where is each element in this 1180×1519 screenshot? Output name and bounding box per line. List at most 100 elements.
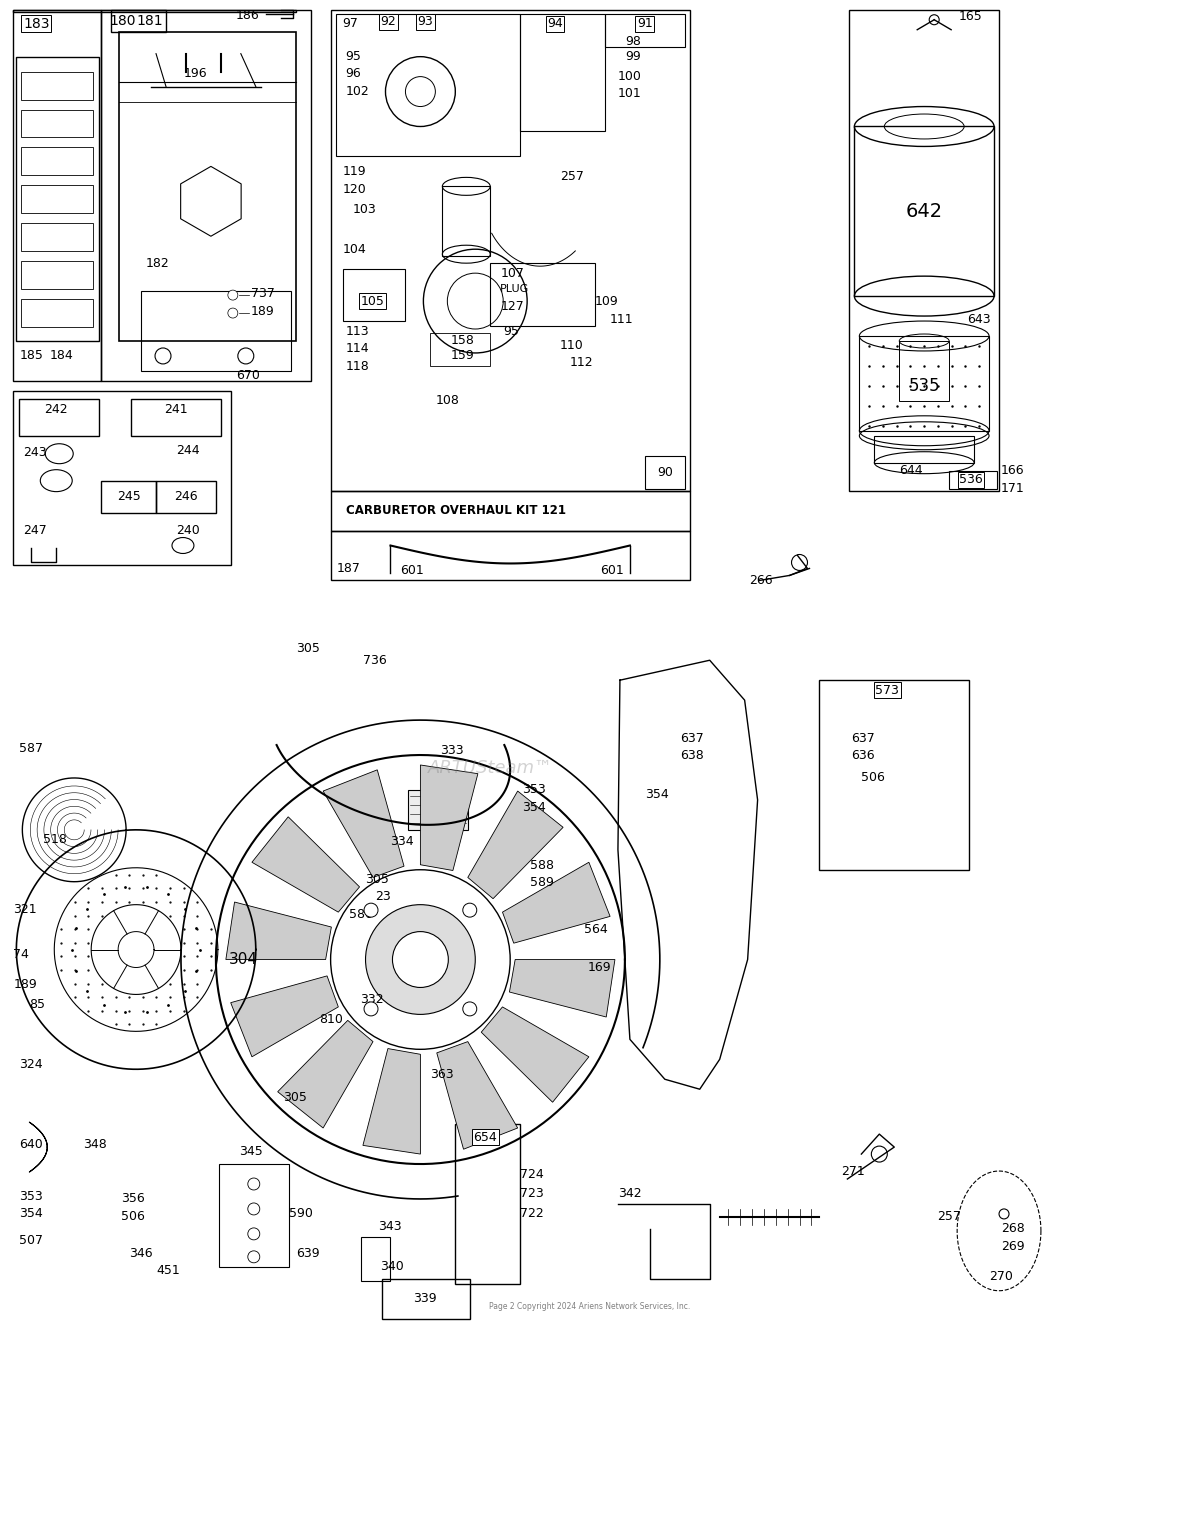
Text: 724: 724	[520, 1168, 544, 1180]
Text: 247: 247	[24, 524, 47, 538]
Text: 114: 114	[346, 342, 369, 355]
Text: 636: 636	[852, 749, 876, 761]
Text: 185: 185	[19, 349, 44, 363]
Bar	[819, 681, 969, 870]
Text: 243: 243	[24, 447, 47, 459]
Bar	[111, 9, 166, 32]
Text: 601: 601	[400, 564, 424, 577]
Bar	[850, 9, 999, 491]
Text: 573: 573	[876, 684, 899, 697]
Text: 240: 240	[176, 524, 199, 538]
Bar	[361, 1236, 391, 1281]
Text: 111: 111	[610, 313, 634, 325]
Text: 564: 564	[584, 924, 608, 936]
Text: 113: 113	[346, 325, 369, 337]
Text: 642: 642	[905, 202, 943, 220]
Circle shape	[228, 290, 238, 301]
Text: 324: 324	[19, 1057, 42, 1071]
Text: 637: 637	[852, 732, 876, 744]
Text: 118: 118	[346, 360, 369, 374]
Text: 348: 348	[84, 1138, 107, 1150]
Bar	[21, 261, 93, 289]
Text: 100: 100	[618, 70, 642, 84]
Text: 340: 340	[380, 1261, 405, 1273]
Text: 187: 187	[336, 562, 360, 576]
Text: 98: 98	[625, 35, 641, 49]
Text: 343: 343	[379, 1220, 402, 1233]
Text: 354: 354	[645, 788, 669, 802]
Polygon shape	[503, 863, 610, 943]
Polygon shape	[225, 902, 332, 960]
Text: 158: 158	[451, 334, 474, 348]
Bar	[19, 399, 99, 436]
Bar	[431, 333, 490, 366]
Text: 601: 601	[599, 564, 624, 577]
Text: 271: 271	[841, 1165, 865, 1177]
Text: 93: 93	[418, 15, 433, 29]
Bar	[335, 14, 520, 156]
Text: 639: 639	[296, 1247, 320, 1261]
Text: 304: 304	[228, 952, 257, 968]
Text: 97: 97	[342, 17, 359, 30]
Bar	[21, 185, 93, 213]
Text: 518: 518	[44, 834, 67, 846]
Text: 85: 85	[30, 998, 45, 1012]
Polygon shape	[467, 791, 563, 899]
Text: 736: 736	[362, 653, 386, 667]
Polygon shape	[323, 770, 404, 878]
Text: 810: 810	[319, 1013, 342, 1025]
Text: 107: 107	[500, 267, 524, 279]
Circle shape	[393, 931, 448, 987]
Text: 638: 638	[680, 749, 703, 761]
Text: 120: 120	[342, 182, 366, 196]
Text: 586: 586	[348, 908, 373, 921]
Text: 451: 451	[156, 1264, 179, 1277]
Bar	[17, 56, 99, 340]
Text: 109: 109	[595, 295, 618, 307]
Bar	[330, 530, 690, 580]
Text: 166: 166	[1001, 465, 1024, 477]
Bar	[131, 399, 221, 436]
Text: 644: 644	[899, 465, 923, 477]
Text: 244: 244	[176, 444, 199, 457]
Bar	[899, 340, 949, 401]
Polygon shape	[510, 960, 615, 1018]
Text: 95: 95	[503, 325, 519, 337]
Bar	[854, 126, 994, 296]
Text: 119: 119	[342, 166, 366, 178]
Polygon shape	[437, 1042, 518, 1150]
Text: 670: 670	[236, 369, 260, 383]
Bar	[101, 9, 310, 381]
Text: 637: 637	[680, 732, 703, 744]
Text: 346: 346	[129, 1247, 152, 1261]
Polygon shape	[231, 975, 339, 1057]
Text: 269: 269	[1001, 1241, 1024, 1253]
Bar	[21, 299, 93, 327]
Bar	[455, 1124, 520, 1284]
Circle shape	[365, 904, 378, 917]
Text: 183: 183	[24, 17, 50, 30]
Bar	[142, 292, 290, 371]
Text: 92: 92	[381, 15, 396, 29]
Polygon shape	[277, 1021, 373, 1129]
Bar	[13, 390, 231, 565]
Text: 91: 91	[637, 17, 653, 30]
Text: 105: 105	[361, 295, 385, 307]
Text: 186: 186	[236, 9, 260, 23]
Bar	[442, 187, 490, 257]
Text: 506: 506	[861, 772, 885, 784]
Text: 181: 181	[137, 14, 163, 27]
Text: 241: 241	[164, 404, 188, 416]
Polygon shape	[251, 817, 360, 911]
Text: 345: 345	[238, 1145, 263, 1157]
Bar	[218, 1164, 289, 1267]
Text: 268: 268	[1001, 1223, 1024, 1235]
Circle shape	[330, 870, 510, 1050]
Text: 101: 101	[618, 87, 642, 100]
Bar	[382, 1279, 471, 1318]
Text: 342: 342	[618, 1188, 642, 1200]
Text: 332: 332	[361, 993, 385, 1006]
Text: 590: 590	[289, 1208, 313, 1220]
Text: 507: 507	[19, 1235, 44, 1247]
Text: 104: 104	[342, 243, 366, 255]
